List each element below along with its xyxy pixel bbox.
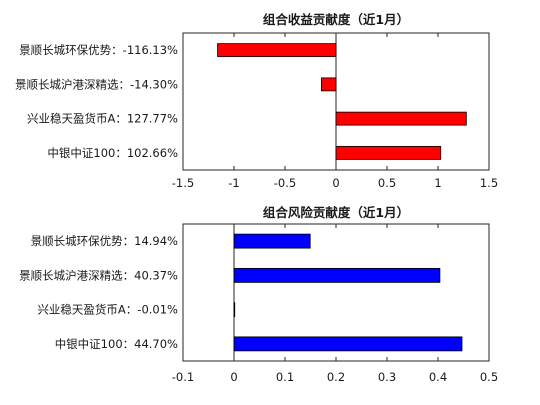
category-label: 兴业稳天盈货币A：-0.01% bbox=[37, 303, 178, 317]
x-tick-label: -1 bbox=[228, 176, 239, 190]
category-label: 兴业稳天盈货币A：127.77% bbox=[27, 112, 178, 126]
bar bbox=[217, 43, 337, 58]
x-tick-label: 1.5 bbox=[480, 176, 498, 190]
bar bbox=[233, 336, 463, 352]
bar bbox=[335, 111, 467, 126]
x-tick-label: 1 bbox=[434, 176, 441, 190]
bar bbox=[321, 77, 337, 92]
x-tick-label: 0.3 bbox=[378, 370, 396, 384]
x-tick-label: 0 bbox=[332, 176, 339, 190]
x-tick-label: -0.1 bbox=[172, 370, 194, 384]
chart-2: 组合风险贡献度（近1月） 景顺长城环保优势：14.94% 景顺长城沪港深精选：40.… bbox=[19, 205, 498, 384]
x-tick-label: 0.2 bbox=[327, 370, 345, 384]
chart-title: 组合收益贡献度（近1月） bbox=[263, 12, 409, 27]
x-tick-label: 0.5 bbox=[378, 176, 396, 190]
chart-title: 组合风险贡献度（近1月） bbox=[263, 205, 409, 220]
category-label: 景顺长城环保优势：14.94% bbox=[31, 234, 178, 248]
chart-1: 组合收益贡献度（近1月） 景顺长城环保优势：-116.13% 景顺长城沪港深精选：-… bbox=[15, 12, 498, 190]
x-tick-label: 0.4 bbox=[429, 370, 447, 384]
bar bbox=[233, 233, 311, 249]
x-tick-label: 0.1 bbox=[276, 370, 294, 384]
bar bbox=[233, 267, 441, 283]
category-label: 中银中证100：102.66% bbox=[47, 146, 178, 160]
x-tick-label: 0.5 bbox=[480, 370, 498, 384]
category-label: 景顺长城沪港深精选：40.37% bbox=[19, 268, 178, 282]
x-tick-label: -1.5 bbox=[172, 176, 194, 190]
category-label: 景顺长城环保优势：-116.13% bbox=[19, 43, 178, 57]
category-label: 中银中证100：44.70% bbox=[55, 337, 178, 351]
bar bbox=[335, 145, 442, 160]
x-tick-label: 0 bbox=[230, 370, 237, 384]
bar bbox=[233, 302, 236, 318]
x-tick-label: -0.5 bbox=[274, 176, 296, 190]
category-label: 景顺长城沪港深精选：-14.30% bbox=[15, 77, 178, 91]
